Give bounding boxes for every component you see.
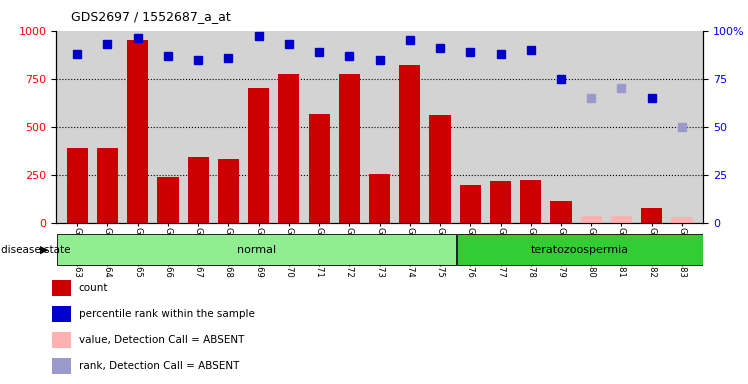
Bar <box>429 115 450 223</box>
Text: disease state: disease state <box>1 245 70 255</box>
Bar <box>580 216 602 223</box>
Bar <box>52 358 71 374</box>
Text: teratozoospermia: teratozoospermia <box>531 245 629 255</box>
Bar <box>460 185 481 223</box>
Bar <box>611 216 632 223</box>
Bar <box>248 88 269 223</box>
Bar <box>188 157 209 223</box>
Bar <box>67 148 88 223</box>
Bar <box>520 180 542 223</box>
Bar <box>127 40 148 223</box>
Text: normal: normal <box>237 245 276 255</box>
Bar <box>52 306 71 322</box>
Bar <box>339 74 360 223</box>
Text: value, Detection Call = ABSENT: value, Detection Call = ABSENT <box>79 335 244 345</box>
Bar <box>278 74 299 223</box>
Bar <box>157 177 179 223</box>
Bar <box>369 174 390 223</box>
Text: ▶: ▶ <box>40 245 49 255</box>
Bar <box>551 200 571 223</box>
Bar <box>399 65 420 223</box>
Bar <box>309 114 330 223</box>
Text: percentile rank within the sample: percentile rank within the sample <box>79 309 254 319</box>
Bar <box>641 208 662 223</box>
Bar <box>490 182 511 223</box>
Bar <box>218 159 239 223</box>
Bar <box>97 148 118 223</box>
Text: rank, Detection Call = ABSENT: rank, Detection Call = ABSENT <box>79 361 239 371</box>
Text: GDS2697 / 1552687_a_at: GDS2697 / 1552687_a_at <box>71 10 231 23</box>
Bar <box>672 217 693 223</box>
Text: count: count <box>79 283 108 293</box>
Bar <box>52 332 71 348</box>
Bar <box>57 234 456 265</box>
Bar <box>457 234 702 265</box>
Bar <box>52 280 71 296</box>
